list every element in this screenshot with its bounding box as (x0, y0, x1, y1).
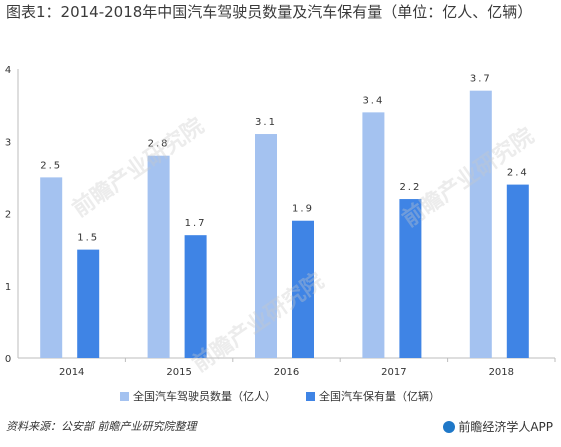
y-tick-label: 4 (5, 65, 11, 76)
x-tick-label: 2015 (166, 367, 191, 378)
x-tick-label: 2014 (59, 367, 84, 378)
data-label-drivers: 3.4 (362, 95, 384, 106)
y-tick-label: 3 (5, 137, 11, 148)
data-label-vehicles: 1.5 (77, 233, 99, 244)
bar-vehicles (292, 220, 314, 358)
bar-vehicles (399, 199, 422, 358)
data-label-drivers: 2.5 (40, 160, 62, 171)
brand-logo-icon (443, 420, 456, 433)
data-label-vehicles: 1.9 (292, 204, 314, 215)
legend-item-vehicles: 全国汽车保有量（亿辆） (306, 388, 440, 404)
bar-vehicles (184, 235, 207, 358)
x-tick-label: 2016 (274, 367, 299, 378)
legend-swatch-vehicles (306, 391, 315, 401)
data-label-drivers: 3.1 (255, 117, 277, 128)
brand-badge[interactable]: 前瞻经济学人APP (443, 418, 553, 435)
bar-drivers (147, 155, 170, 358)
x-tick-label: 2017 (381, 367, 406, 378)
legend-swatch-drivers (120, 391, 129, 401)
legend-label-vehicles: 全国汽车保有量（亿辆） (319, 390, 440, 403)
y-tick-label: 2 (5, 210, 11, 221)
brand-label: 前瞻经济学人APP (458, 420, 553, 434)
data-label-drivers: 3.7 (470, 74, 492, 85)
bar-drivers (469, 90, 492, 359)
legend-label-drivers: 全国汽车驾驶员数量（亿人） (133, 390, 276, 403)
y-tick-label: 1 (5, 282, 11, 293)
chart-legend: 全国汽车驾驶员数量（亿人） 全国汽车保有量（亿辆） (120, 388, 440, 404)
data-label-drivers: 2.8 (148, 139, 170, 150)
bar-vehicles (77, 249, 100, 358)
bar-vehicles (506, 184, 529, 358)
source-note: 资料来源：公安部 前瞻产业研究院整理 (6, 420, 197, 433)
y-tick-label: 0 (5, 354, 11, 365)
bar-drivers (255, 134, 277, 358)
data-label-vehicles: 1.7 (185, 218, 207, 229)
data-label-vehicles: 2.2 (399, 182, 421, 193)
bar-drivers (40, 177, 63, 358)
bar-chart: 0 1 2 3 4 2014 2.5 1.5 2015 2.8 1.7 2016 3.1 1.9 2017 3… (5, 65, 556, 378)
legend-item-drivers: 全国汽车驾驶员数量（亿人） (120, 388, 276, 404)
chart-title: 图表1：2014-2018年中国汽车驾驶员数量及汽车保有量（单位：亿人、亿辆） (6, 3, 533, 21)
x-tick-label: 2018 (489, 367, 514, 378)
bar-drivers (362, 112, 385, 358)
data-label-vehicles: 2.4 (507, 168, 529, 179)
